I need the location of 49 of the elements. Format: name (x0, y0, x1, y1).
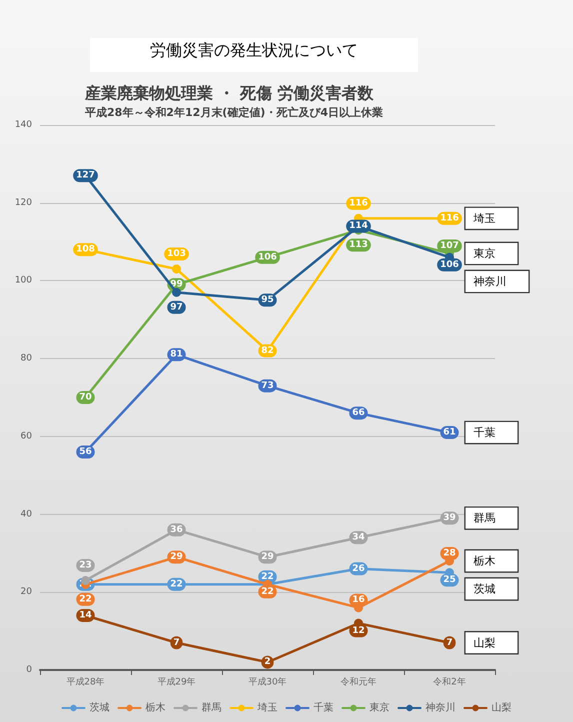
data-label: 28 (443, 548, 456, 558)
data-label: 22 (261, 586, 274, 597)
text: 山梨 (474, 636, 496, 650)
data-label: 25 (443, 575, 456, 586)
legend-label: 群馬 (202, 702, 222, 714)
data-label: 97 (170, 302, 183, 312)
legend-label: 茨城 (90, 702, 110, 714)
text: 茨城 (474, 582, 496, 596)
chart-title: 労働災害の発生状況について (150, 40, 358, 60)
data-label: 107 (440, 240, 459, 251)
data-label: 22 (79, 594, 92, 604)
data-label: 103 (167, 249, 186, 260)
data-label: 7 (173, 638, 180, 648)
data-label: 22 (261, 572, 274, 582)
legend-label: 埼玉 (256, 702, 278, 714)
data-label: 23 (79, 560, 92, 570)
y-tick-label: 0 (26, 665, 32, 675)
legend-label: 栃木 (474, 554, 496, 568)
y-tick-label: 80 (20, 354, 32, 364)
y-tick-label: 120 (14, 198, 32, 208)
text: 平成28年～令和2年12月末(確定値)・死亡及び4日以上休業 (84, 106, 383, 119)
data-label: 116 (349, 198, 368, 208)
y-tick-label: 140 (14, 120, 32, 130)
y-tick-label: 40 (20, 509, 32, 520)
x-tick-label: 令和元年 (340, 676, 376, 688)
text: 埼玉 (474, 212, 496, 225)
data-label: 12 (352, 626, 365, 636)
legend-label: 神奈川 (426, 702, 456, 714)
y-tick-label: 60 (20, 431, 32, 442)
data-label: 113 (349, 240, 368, 250)
x-tick-label: 平成29年 (157, 676, 196, 688)
y-tick-label: 100 (14, 276, 32, 286)
text: 千葉 (474, 426, 496, 440)
text: 群馬 (474, 512, 496, 525)
legend-label: 東京 (474, 246, 496, 260)
y-tick-label: 20 (20, 587, 32, 598)
chart-subtitle: 産業廃棄物処理業 ・ 死傷 労働災害者数 (84, 84, 375, 102)
legend-label: 千葉 (314, 702, 334, 714)
data-label: 106 (440, 260, 459, 270)
data-label: 16 (352, 595, 365, 606)
x-tick-label: 平成30年 (248, 676, 287, 688)
text: 東京 (370, 702, 390, 714)
legend-label: 山梨 (492, 702, 512, 714)
x-tick-label: 令和2年 (433, 676, 466, 688)
text: 栃木 (146, 702, 166, 714)
text: 神奈川 (474, 274, 506, 288)
data-label: 7 (446, 638, 453, 648)
data-label: 2 (264, 657, 271, 668)
x-tick-label: 平成28年 (66, 676, 105, 688)
